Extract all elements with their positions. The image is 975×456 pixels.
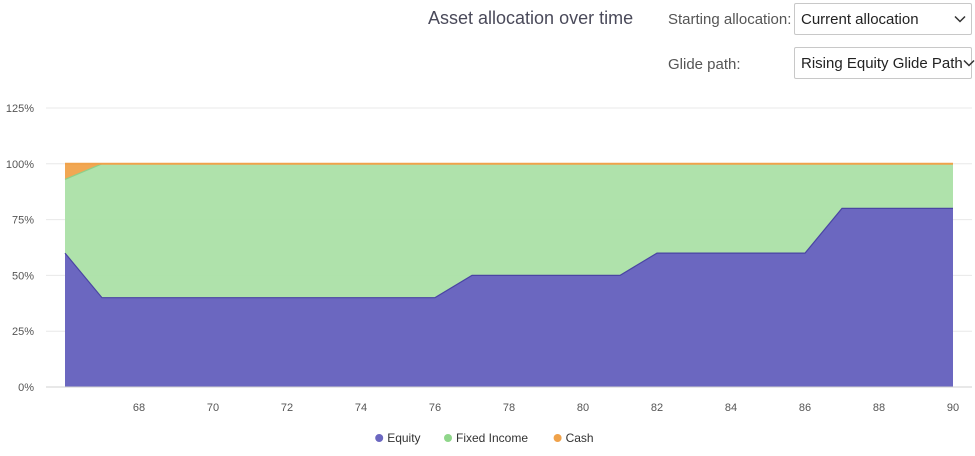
legend-label: Cash xyxy=(566,431,594,445)
legend-equity: Equity xyxy=(375,431,421,445)
y-tick-label: 100% xyxy=(6,159,34,171)
chart-title: Asset allocation over time xyxy=(428,8,634,28)
chevron-down-icon xyxy=(963,59,975,67)
x-tick-label: 72 xyxy=(281,402,293,414)
legend-fixed-income: Fixed Income xyxy=(444,431,528,445)
legend-marker xyxy=(444,434,452,442)
legend-label: Equity xyxy=(387,431,420,445)
x-tick-label: 76 xyxy=(429,402,441,414)
x-tick-label: 82 xyxy=(651,402,663,414)
legend-label: Fixed Income xyxy=(456,431,528,445)
glide-path-label: Glide path: xyxy=(668,56,741,73)
legend-cash: Cash xyxy=(553,431,594,445)
x-tick-label: 86 xyxy=(799,402,811,414)
legend-marker xyxy=(553,434,562,442)
starting-allocation-value: Current allocation xyxy=(801,10,919,28)
x-tick-label: 70 xyxy=(207,402,219,414)
fixed-income-area xyxy=(65,163,953,298)
y-tick-label: 75% xyxy=(12,215,34,227)
x-tick-label: 78 xyxy=(503,402,515,414)
x-tick-label: 84 xyxy=(725,402,737,414)
glide-path-select[interactable]: Rising Equity Glide Path xyxy=(794,47,975,79)
glide-path-value: Rising Equity Glide Path xyxy=(801,54,963,72)
y-tick-label: 50% xyxy=(12,270,34,282)
x-tick-label: 80 xyxy=(577,402,589,414)
starting-allocation-select[interactable]: Current allocation xyxy=(794,3,972,35)
legend-marker xyxy=(375,434,384,442)
y-tick-label: 0% xyxy=(18,382,34,394)
x-tick-label: 90 xyxy=(947,402,959,414)
x-tick-label: 68 xyxy=(133,402,145,414)
equity-line xyxy=(64,207,953,299)
y-tick-label: 25% xyxy=(12,326,34,338)
equity-area xyxy=(65,208,953,387)
y-tick-label: 125% xyxy=(6,103,34,115)
starting-allocation-label: Starting allocation: xyxy=(668,11,792,28)
x-tick-label: 74 xyxy=(355,402,367,414)
chevron-down-icon xyxy=(949,15,971,23)
x-tick-label: 88 xyxy=(873,402,885,414)
